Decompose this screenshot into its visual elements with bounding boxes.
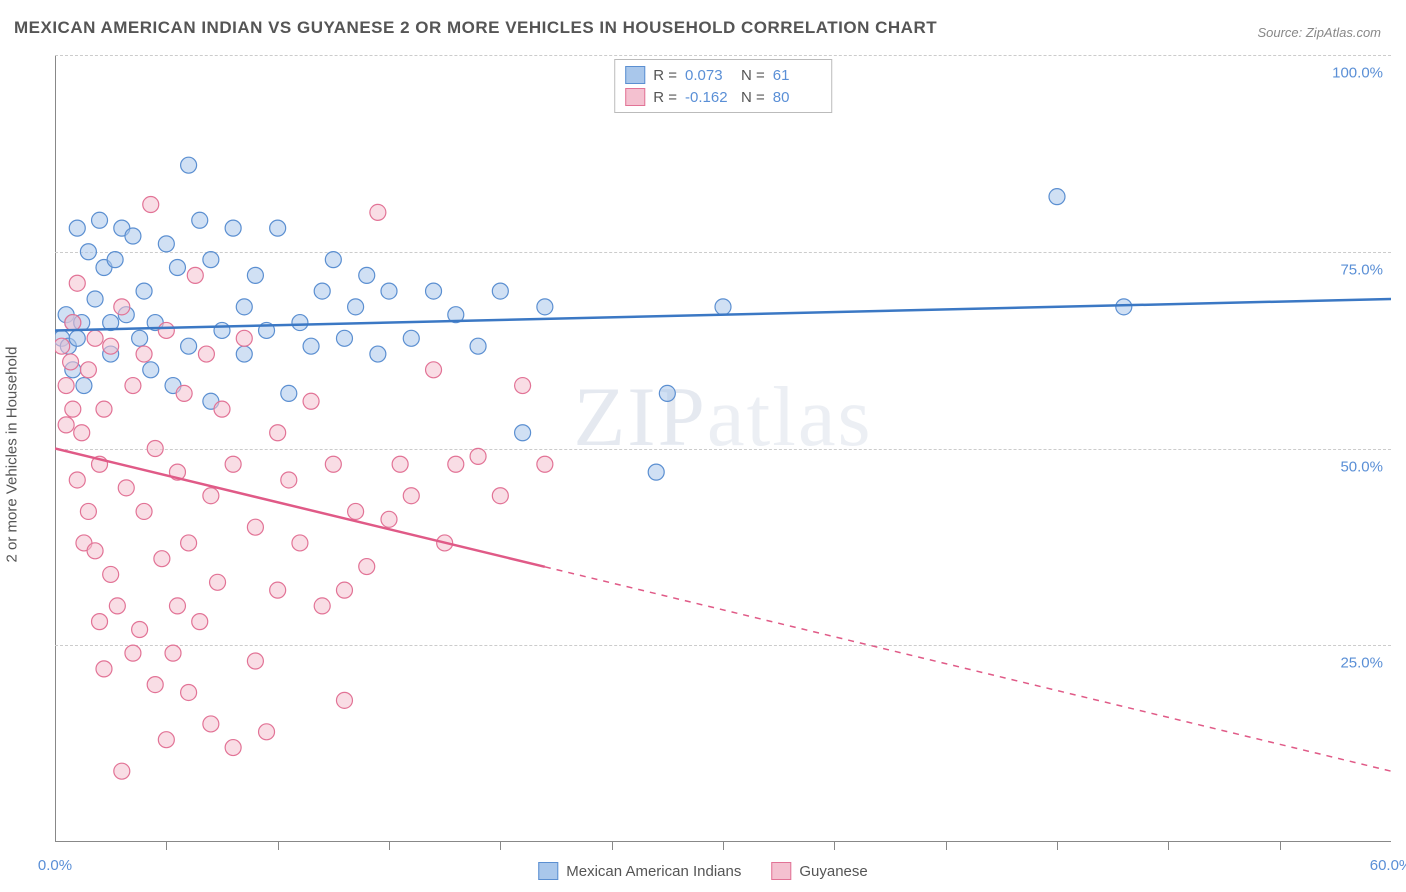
xtick-mark: [500, 842, 501, 850]
chart-title: MEXICAN AMERICAN INDIAN VS GUYANESE 2 OR…: [14, 18, 937, 38]
legend-item-guy: Guyanese: [771, 862, 867, 880]
source-attribution: Source: ZipAtlas.com: [1257, 25, 1381, 40]
xtick-mark: [166, 842, 167, 850]
xtick-mark: [1168, 842, 1169, 850]
y-axis-label: 2 or more Vehicles in Household: [4, 347, 21, 563]
trend-line-guy: [55, 449, 545, 567]
stats-box: R = 0.073 N = 61 R = -0.162 N = 80: [614, 59, 832, 113]
legend-label-mai: Mexican American Indians: [566, 863, 741, 880]
xtick-label: 0.0%: [38, 857, 72, 874]
trend-line-dashed-guy: [545, 567, 1391, 771]
legend-label-guy: Guyanese: [799, 863, 867, 880]
legend-swatch-guy: [771, 862, 791, 880]
legend-swatch-mai: [538, 862, 558, 880]
stats-row-mai: R = 0.073 N = 61: [625, 64, 821, 86]
xtick-mark: [834, 842, 835, 850]
n-value-mai: 61: [773, 67, 821, 84]
xtick-label: 60.0%: [1370, 857, 1406, 874]
r-value-guy: -0.162: [685, 89, 733, 106]
xtick-mark: [1057, 842, 1058, 850]
stats-row-guy: R = -0.162 N = 80: [625, 86, 821, 108]
r-value-mai: 0.073: [685, 67, 733, 84]
trend-lines: [55, 55, 1391, 842]
legend: Mexican American Indians Guyanese: [538, 862, 867, 880]
xtick-mark: [389, 842, 390, 850]
xtick-mark: [1280, 842, 1281, 850]
xtick-mark: [946, 842, 947, 850]
swatch-mai: [625, 66, 645, 84]
trend-line-mai: [55, 299, 1391, 330]
swatch-guy: [625, 88, 645, 106]
n-value-guy: 80: [773, 89, 821, 106]
legend-item-mai: Mexican American Indians: [538, 862, 741, 880]
xtick-mark: [723, 842, 724, 850]
xtick-mark: [278, 842, 279, 850]
xtick-mark: [612, 842, 613, 850]
chart-area: ZIPatlas R = 0.073 N = 61 R = -0.162 N =…: [55, 55, 1391, 842]
